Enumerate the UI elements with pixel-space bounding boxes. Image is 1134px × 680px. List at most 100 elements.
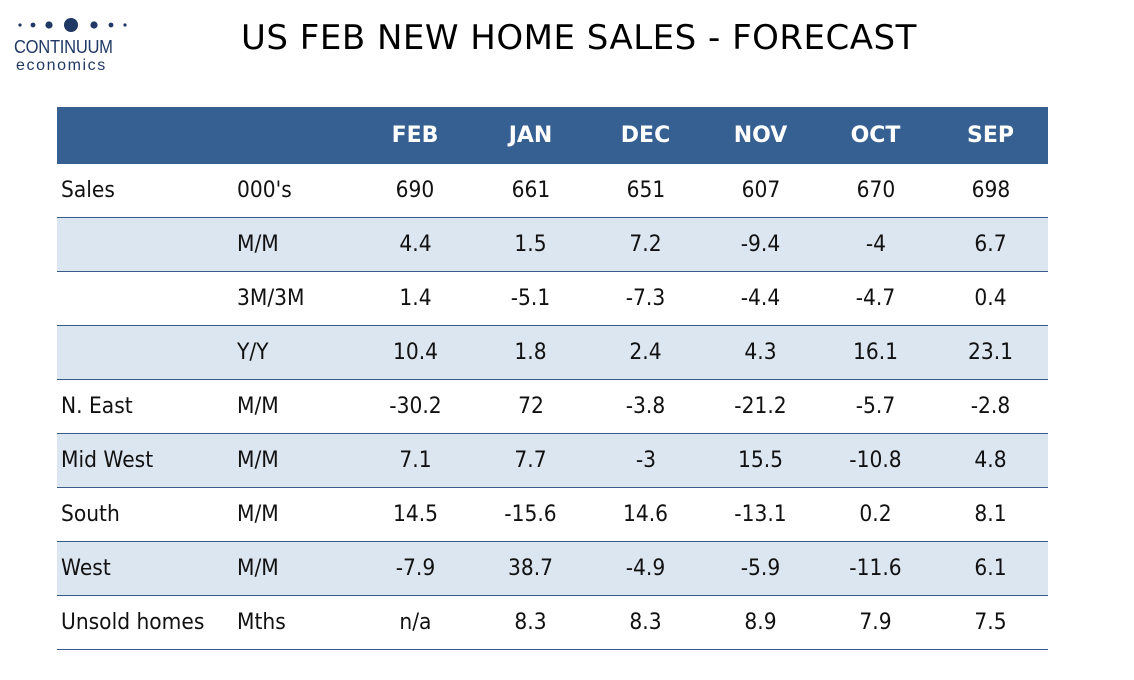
row-unit: M/M [237,217,357,272]
row-label-text: N. East [61,394,133,419]
cell-value: 661 [511,178,550,203]
cell-value: -13.1 [734,502,787,527]
row-label [57,271,237,326]
logo-brand-line1: CONTINUUM [14,37,113,57]
cell-value: 2.4 [629,340,662,365]
row-label-text: Mid West [61,448,154,473]
table-cell: 6.1 [933,541,1048,596]
table-cell: -4.4 [703,271,818,326]
cell-value: 7.1 [398,448,432,473]
row-unit-text: M/M [237,502,279,527]
row-label: South [57,487,237,542]
table-cell: -13.1 [703,487,818,542]
cell-value: -5.7 [855,394,896,419]
cell-value: -4.4 [740,286,781,311]
cell-value: -7.3 [625,286,666,311]
row-unit: M/M [237,379,357,434]
cell-value: -4.9 [625,556,666,581]
column-header: JAN [473,107,588,164]
table-row: Mid West M/M 7.1 7.7 -3 15.5 -10.8 4.8 [57,433,1048,488]
cell-value: 10.4 [392,340,438,365]
column-header: DEC [588,107,703,164]
cell-value: -7.9 [395,556,435,581]
table-row: West M/M -7.9 38.7 -4.9 -5.9 -11.6 6.1 [57,541,1048,596]
row-label: West [57,541,237,596]
row-label [57,217,237,272]
table-cell: -5.7 [818,379,933,434]
table-row: M/M 4.4 1.5 7.2 -9.4 -4 6.7 [57,217,1048,272]
table-cell: -4.7 [818,271,933,326]
cell-value: 6.1 [974,556,1007,581]
cell-value: 38.7 [507,556,554,581]
table-cell: 0.2 [818,487,933,542]
cell-value: -2.8 [970,394,1011,419]
table-cell: 4.8 [933,433,1048,488]
table-row: South M/M 14.5 -15.6 14.6 -13.1 0.2 8.1 [57,487,1048,542]
table-cell: -10.8 [818,433,933,488]
cell-value: 607 [741,178,780,203]
row-unit: Y/Y [237,325,357,380]
table-cell: -5.9 [703,541,818,596]
table-cell: -9.4 [703,217,818,272]
row-unit-text: M/M [237,448,279,473]
row-unit-text: Y/Y [237,340,269,365]
row-unit: 3M/3M [237,271,357,326]
table-cell: 7.7 [473,433,588,488]
cell-value: 8.3 [514,610,547,635]
cell-value: -5.9 [740,556,781,581]
cell-value: 8.3 [629,610,662,635]
table-cell: 8.3 [588,595,703,650]
row-label: Mid West [57,433,237,488]
table-row: 3M/3M 1.4 -5.1 -7.3 -4.4 -4.7 0.4 [57,271,1048,326]
table-cell: -3.8 [588,379,703,434]
cell-value: 0.2 [859,502,892,527]
table-cell: 651 [588,164,703,218]
cell-value: 7.9 [859,610,892,635]
row-label: Sales [57,164,237,218]
cell-value: 1.8 [514,340,547,365]
table-row: Unsold homes Mths n/a 8.3 8.3 8.9 7.9 7.5 [57,595,1048,650]
cell-value: 14.6 [622,502,669,527]
cell-value: -15.6 [504,502,557,527]
table-cell: 14.6 [588,487,703,542]
table-cell: 698 [933,164,1048,218]
row-label [57,325,237,380]
row-unit-text: M/M [237,556,279,581]
table-cell: -21.2 [703,379,818,434]
cell-value: -4 [865,232,886,257]
row-unit: M/M [237,433,357,488]
table-cell: 7.2 [588,217,703,272]
table-cell: 16.1 [818,325,933,380]
table-body: Sales 000's 690 661 651 607 670 698 M/M 4.4 1.5 7.2… [57,164,1048,650]
row-unit-text: M/M [237,232,279,257]
row-label-text: West [61,556,111,581]
table-cell: -2.8 [933,379,1048,434]
table-cell: 7.1 [357,433,473,488]
home-sales-table: FEB JAN DEC NOV OCT SEP Sales 000's 690 661 651 60… [57,107,1048,650]
table-cell: 7.9 [818,595,933,650]
cell-value: -3 [635,448,656,473]
table-header-row: FEB JAN DEC NOV OCT SEP [57,107,1048,164]
cell-value: 1.5 [514,232,547,257]
continuum-economics-logo: CONTINUUM economics [14,14,134,76]
cell-value: 0.4 [974,286,1007,311]
table-cell: 8.3 [473,595,588,650]
table-cell: 10.4 [357,325,473,380]
table-cell: 6.7 [933,217,1048,272]
table-cell: -5.1 [473,271,588,326]
table-cell: 0.4 [933,271,1048,326]
cell-value: -30.2 [388,394,442,419]
table-cell: 23.1 [933,325,1048,380]
cell-value: 8.9 [744,610,777,635]
table-cell: 2.4 [588,325,703,380]
cell-value: -3.8 [625,394,666,419]
table-cell: 1.4 [357,271,473,326]
cell-value: 690 [395,178,435,203]
cell-value: 8.1 [974,502,1007,527]
cell-value: 1.4 [398,286,432,311]
logo-dots-icon [18,18,127,32]
table-row: Sales 000's 690 661 651 607 670 698 [57,164,1048,218]
row-unit-text: Mths [237,610,286,635]
cell-value: 6.7 [974,232,1007,257]
cell-value: -4.7 [855,286,896,311]
